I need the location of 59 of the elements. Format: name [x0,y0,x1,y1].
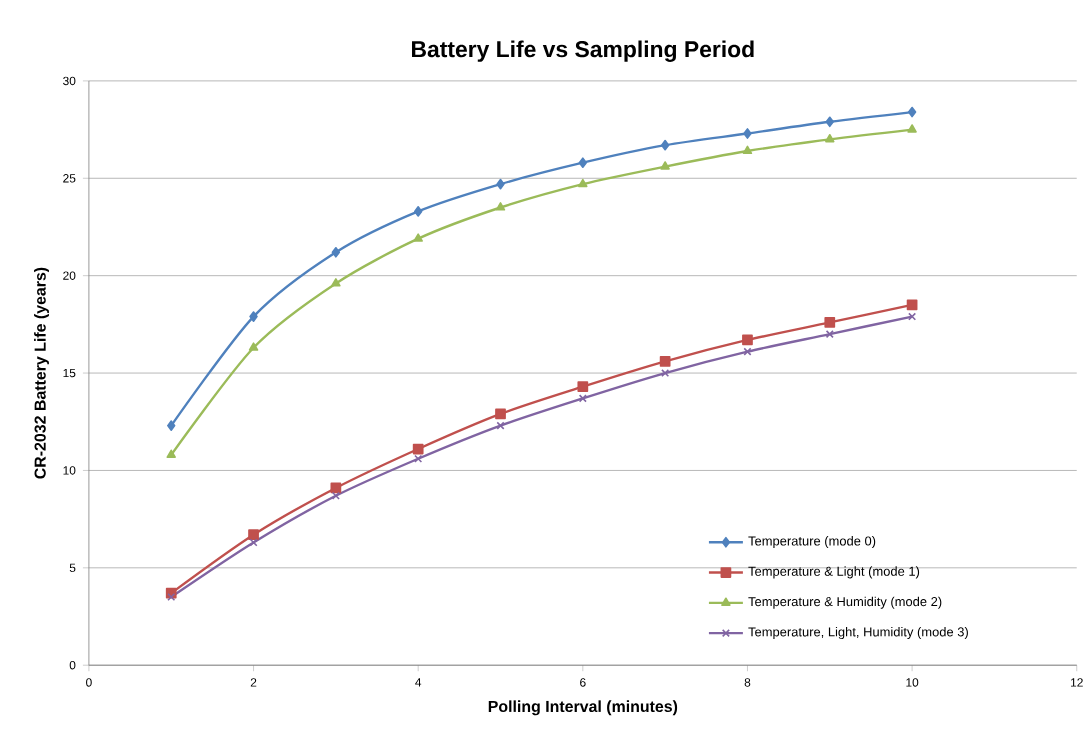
point [578,157,588,169]
point [825,116,835,128]
point [660,161,670,170]
x-tick-label: 12 [1071,678,1083,687]
point [166,449,176,458]
x-tick-label: 2 [250,678,257,687]
point [249,538,258,547]
point [825,330,834,339]
point [496,421,505,430]
y-axis-title: CR-2032 Battery Life (years) [34,267,49,479]
legend-label: Temperature & Light (mode 1) [748,566,920,579]
point [743,128,752,139]
point [413,205,423,217]
legend-label: Temperature & Humidity (mode 2) [748,596,942,609]
x-tick-label: 6 [580,678,586,687]
y-tick-label: 10 [63,466,76,475]
point [495,202,506,211]
chart-title: Battery Life vs Sampling Period [412,40,754,62]
point [495,408,506,420]
point [248,529,259,541]
x-tick-label: 0 [86,678,92,687]
point [414,454,423,463]
x-axis-title: Polling Interval (minutes) [488,700,678,716]
point [331,246,341,258]
point [249,311,258,322]
point [661,368,670,378]
point [413,233,423,242]
point [167,592,176,602]
point [412,443,424,455]
point [330,482,342,494]
point [742,334,753,346]
point [743,347,752,356]
point [496,178,505,190]
y-tick-label: 30 [63,76,76,86]
point [824,316,836,328]
point [660,139,670,151]
point [908,312,917,321]
point [578,178,588,188]
point [907,124,917,133]
x-tick-label: 4 [415,678,422,687]
point [907,106,917,118]
point [331,491,340,500]
x-tick-label: 10 [906,678,919,687]
point [577,381,589,392]
y-tick-label: 5 [69,563,76,572]
point [578,394,587,403]
legend-label: Temperature (mode 0) [748,535,876,549]
point [248,342,259,351]
point [331,278,341,287]
point [742,145,753,155]
point [825,133,835,143]
point [166,420,176,431]
y-tick-label: 20 [63,271,76,280]
x-tick-label: 8 [744,678,751,687]
y-tick-label: 0 [69,660,76,670]
legend-label: Temperature, Light, Humidity (mode 3) [748,626,968,639]
y-tick-label: 15 [63,368,76,378]
point [659,355,671,367]
y-tick-label: 25 [63,174,76,183]
